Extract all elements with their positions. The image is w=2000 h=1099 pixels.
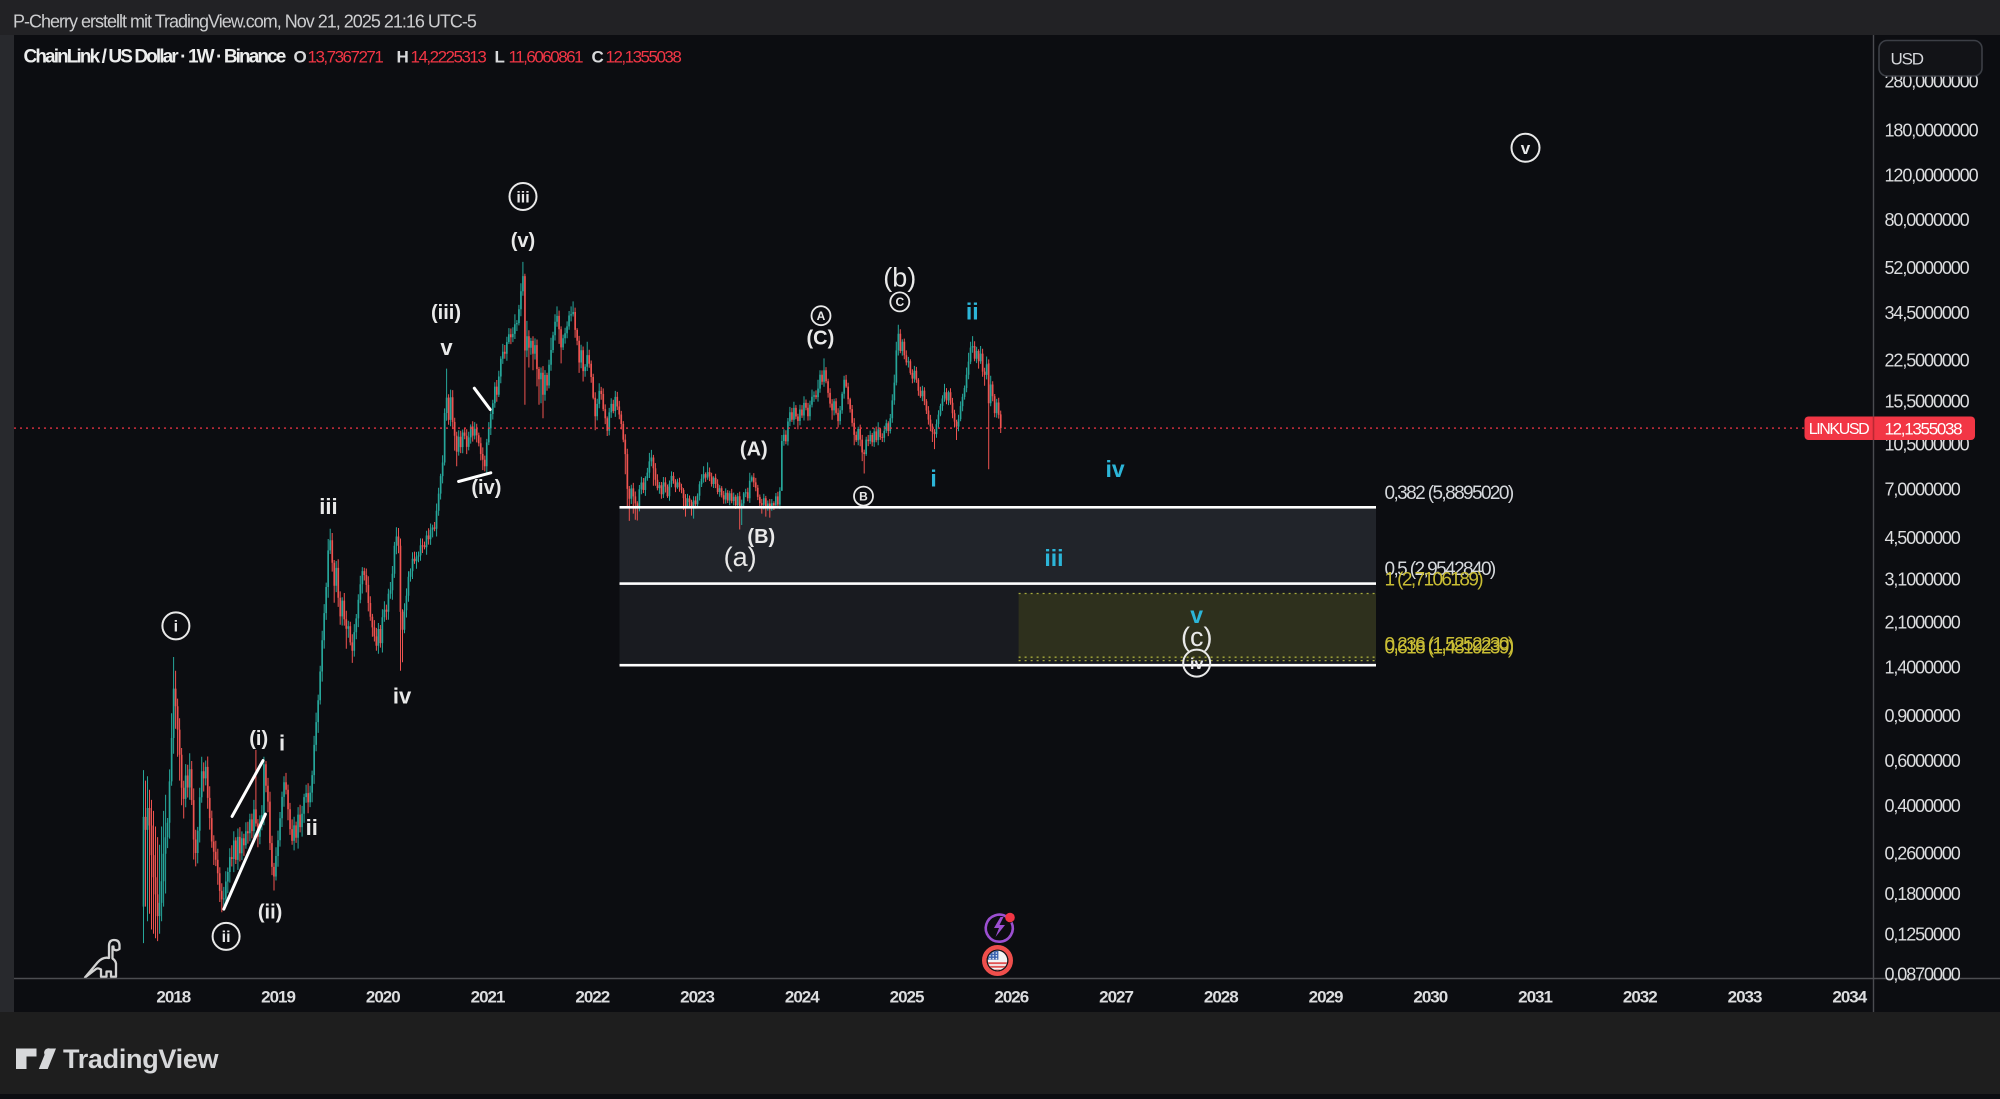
svg-text:iii: iii bbox=[1044, 545, 1063, 571]
svg-text:L: L bbox=[495, 48, 505, 67]
svg-text:11,6060861: 11,6060861 bbox=[509, 48, 584, 67]
svg-text:v: v bbox=[440, 335, 453, 360]
svg-text:0,0870000: 0,0870000 bbox=[1885, 964, 1961, 984]
svg-text:2021: 2021 bbox=[471, 988, 505, 1007]
svg-text:iii: iii bbox=[516, 189, 529, 206]
svg-text:iv: iv bbox=[393, 683, 412, 708]
svg-text:13,7367271: 13,7367271 bbox=[308, 48, 384, 67]
svg-text:(b): (b) bbox=[883, 263, 916, 293]
svg-text:ii: ii bbox=[966, 298, 979, 324]
svg-text:(C): (C) bbox=[807, 328, 835, 350]
svg-text:1,4000000: 1,4000000 bbox=[1885, 657, 1961, 677]
svg-text:2023: 2023 bbox=[680, 988, 714, 1007]
svg-text:A: A bbox=[817, 309, 826, 323]
svg-text:(iii): (iii) bbox=[431, 302, 461, 324]
svg-text:(c): (c) bbox=[1181, 622, 1212, 652]
svg-text:0,618 (1,4819239): 0,618 (1,4819239) bbox=[1385, 637, 1514, 658]
svg-text:0,5 (2,9542840): 0,5 (2,9542840) bbox=[1385, 559, 1496, 580]
svg-text:2029: 2029 bbox=[1309, 988, 1343, 1007]
svg-text:52,0000000: 52,0000000 bbox=[1885, 258, 1970, 278]
svg-text:2024: 2024 bbox=[785, 988, 820, 1007]
svg-text:iii: iii bbox=[319, 494, 337, 519]
svg-text:4,5000000: 4,5000000 bbox=[1885, 528, 1961, 548]
svg-text:2031: 2031 bbox=[1518, 988, 1552, 1007]
svg-text:12,1355038: 12,1355038 bbox=[1885, 419, 1963, 438]
svg-text:(v): (v) bbox=[511, 230, 535, 252]
svg-text:C: C bbox=[592, 48, 604, 67]
svg-text:180,0000000: 180,0000000 bbox=[1885, 121, 1979, 141]
svg-text:(ii): (ii) bbox=[258, 902, 282, 924]
svg-text:34,5000000: 34,5000000 bbox=[1885, 303, 1970, 323]
svg-text:LINKUSD: LINKUSD bbox=[1809, 421, 1869, 438]
svg-text:22,5000000: 22,5000000 bbox=[1885, 350, 1970, 370]
svg-text:2020: 2020 bbox=[366, 988, 400, 1007]
svg-text:v: v bbox=[1190, 602, 1203, 628]
svg-text:2025: 2025 bbox=[890, 988, 924, 1007]
svg-text:0,2600000: 0,2600000 bbox=[1885, 843, 1961, 863]
svg-text:2018: 2018 bbox=[156, 988, 190, 1007]
svg-text:15,5000000: 15,5000000 bbox=[1885, 392, 1970, 412]
svg-text:120,0000000: 120,0000000 bbox=[1885, 165, 1979, 185]
svg-text:0,1800000: 0,1800000 bbox=[1885, 884, 1961, 904]
svg-text:2019: 2019 bbox=[261, 988, 295, 1007]
svg-text:(B): (B) bbox=[747, 526, 775, 548]
svg-text:(A): (A) bbox=[740, 439, 768, 461]
svg-text:(a): (a) bbox=[724, 542, 757, 572]
svg-text:i: i bbox=[174, 619, 178, 636]
svg-text:v: v bbox=[1521, 139, 1531, 158]
svg-text:2026: 2026 bbox=[994, 988, 1028, 1007]
svg-text:USD: USD bbox=[1891, 49, 1924, 68]
svg-text:2034: 2034 bbox=[1832, 988, 1867, 1007]
svg-text:ii: ii bbox=[306, 815, 318, 840]
svg-text:TradingView: TradingView bbox=[63, 1044, 220, 1074]
svg-text:7,0000000: 7,0000000 bbox=[1885, 479, 1961, 499]
svg-text:2,1000000: 2,1000000 bbox=[1885, 612, 1961, 632]
svg-text:2027: 2027 bbox=[1099, 988, 1133, 1007]
svg-text:0,9000000: 0,9000000 bbox=[1885, 706, 1961, 726]
svg-text:i: i bbox=[279, 731, 285, 756]
svg-text:ChainLink / US Dollar · 1W · B: ChainLink / US Dollar · 1W · Binance bbox=[24, 47, 286, 68]
svg-text:2028: 2028 bbox=[1204, 988, 1238, 1007]
svg-text:0,382 (5,8895020): 0,382 (5,8895020) bbox=[1385, 483, 1514, 504]
svg-text:14,2225313: 14,2225313 bbox=[411, 48, 487, 67]
svg-text:12,1355038: 12,1355038 bbox=[606, 48, 682, 67]
svg-text:80,0000000: 80,0000000 bbox=[1885, 210, 1970, 230]
svg-text:(iv): (iv) bbox=[471, 477, 501, 499]
svg-text:0,236 (1,5252230): 0,236 (1,5252230) bbox=[1385, 635, 1514, 656]
svg-text:B: B bbox=[859, 489, 868, 503]
svg-text:0,6000000: 0,6000000 bbox=[1885, 751, 1961, 771]
svg-text:0,4000000: 0,4000000 bbox=[1885, 796, 1961, 816]
svg-text:C: C bbox=[895, 295, 904, 309]
svg-text:iv: iv bbox=[1106, 456, 1125, 482]
svg-text:0,1250000: 0,1250000 bbox=[1885, 924, 1961, 944]
svg-text:2033: 2033 bbox=[1728, 988, 1762, 1007]
svg-text:2030: 2030 bbox=[1413, 988, 1447, 1007]
svg-text:2032: 2032 bbox=[1623, 988, 1657, 1007]
svg-text:ii: ii bbox=[222, 929, 231, 946]
svg-text:(i): (i) bbox=[249, 728, 268, 750]
svg-text:2022: 2022 bbox=[575, 988, 609, 1007]
svg-text:1 (2,7106189): 1 (2,7106189) bbox=[1385, 570, 1484, 591]
svg-text:P-Cherry erstellt mit TradingV: P-Cherry erstellt mit TradingView.com, N… bbox=[13, 11, 477, 31]
svg-text:i: i bbox=[930, 465, 936, 491]
svg-text:3,1000000: 3,1000000 bbox=[1885, 569, 1961, 589]
svg-text:H: H bbox=[397, 48, 409, 67]
svg-text:O: O bbox=[294, 48, 307, 67]
svg-text:iv: iv bbox=[1190, 656, 1203, 673]
